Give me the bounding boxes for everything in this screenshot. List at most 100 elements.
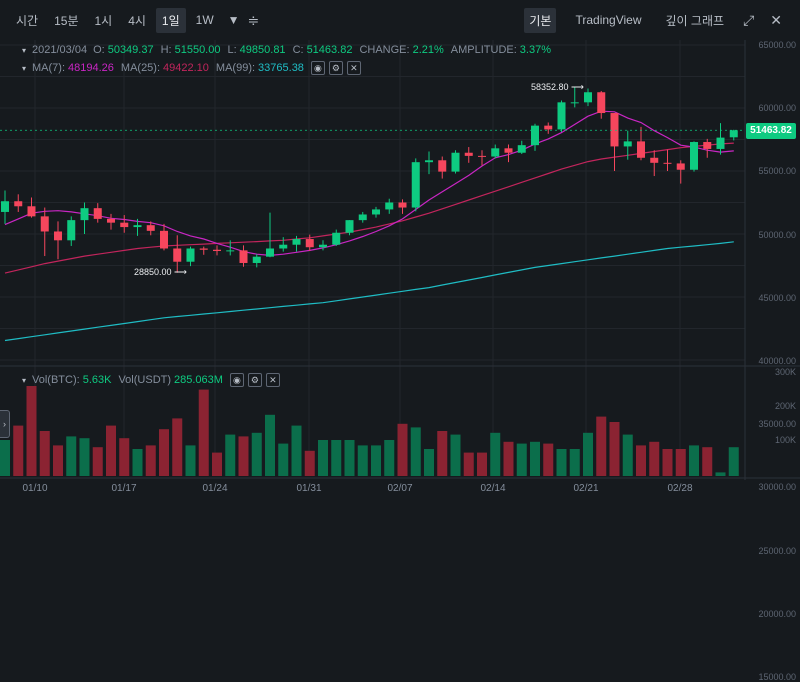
view-tab-1[interactable]: TradingView bbox=[575, 13, 642, 27]
volume-bar bbox=[516, 443, 527, 476]
candle-body bbox=[358, 214, 367, 221]
view-tab-0[interactable]: 기본 bbox=[524, 7, 557, 33]
view-tab-2[interactable]: 깊이 그래프 bbox=[665, 13, 725, 28]
ma25-value: 49422.10 bbox=[163, 62, 209, 74]
candle-body bbox=[690, 142, 698, 170]
high-annotation-value: 58352.80 bbox=[531, 82, 569, 92]
volume-bar bbox=[543, 443, 554, 476]
volume-bar bbox=[609, 422, 620, 476]
volume-bar bbox=[569, 449, 580, 476]
side-panel-toggle[interactable]: › bbox=[0, 410, 10, 438]
interval-2[interactable]: 1시 bbox=[94, 13, 113, 28]
candle-body bbox=[107, 218, 115, 223]
candle-body bbox=[676, 163, 685, 170]
date-tick: 01/17 bbox=[111, 483, 137, 494]
volume-bar bbox=[198, 389, 209, 476]
collapse-icon[interactable]: ▾ bbox=[22, 375, 27, 385]
volume-bar bbox=[622, 434, 633, 476]
candle-body bbox=[623, 141, 632, 147]
collapse-icon[interactable]: ▾ bbox=[22, 63, 27, 73]
candle-body bbox=[186, 248, 195, 262]
interval-group: 시간 15분 1시 4시 1일 1W bbox=[6, 7, 220, 33]
settings-icon[interactable]: ⚙ bbox=[328, 61, 343, 75]
low-annotation-value: 28850.00 bbox=[134, 267, 172, 277]
volume-bar bbox=[503, 441, 514, 476]
price-tick: 20000.00 bbox=[758, 608, 796, 619]
candle-body bbox=[146, 225, 155, 231]
candle-body bbox=[451, 152, 460, 172]
interval-4[interactable]: 1일 bbox=[155, 7, 186, 33]
close-label: C: bbox=[292, 44, 304, 56]
close-icon[interactable]: ✕ bbox=[346, 61, 361, 75]
price-tick: 60000.00 bbox=[758, 103, 796, 114]
volume-bar bbox=[185, 445, 196, 476]
volume-bar bbox=[583, 432, 593, 476]
change-value: 2.21% bbox=[412, 44, 444, 56]
ohlc-legend: ▾ 2021/03/04 O: 50349.37 H: 51550.00 L: 498… bbox=[22, 44, 558, 56]
interval-3[interactable]: 4시 bbox=[128, 13, 146, 28]
volume-bar bbox=[92, 447, 103, 476]
eye-icon[interactable]: ◉ bbox=[310, 61, 325, 75]
high-label: H: bbox=[160, 44, 172, 56]
candle-body bbox=[716, 137, 725, 149]
legend-date: 2021/03/04 bbox=[32, 44, 88, 56]
fullscreen-icon[interactable]: ⤢ bbox=[743, 11, 755, 28]
candle-body bbox=[305, 239, 314, 248]
volume-bar bbox=[26, 386, 37, 476]
ma99-label: MA(99): bbox=[215, 62, 256, 74]
volume-bar bbox=[556, 449, 567, 476]
collapse-icon[interactable]: ▾ bbox=[22, 45, 27, 55]
price-chart[interactable] bbox=[0, 0, 800, 504]
interval-1[interactable]: 15분 bbox=[54, 13, 79, 28]
volume-bar bbox=[636, 445, 646, 476]
candle-body bbox=[557, 102, 566, 130]
price-tick: 30000.00 bbox=[758, 482, 796, 493]
price-tick: 15000.00 bbox=[758, 672, 796, 682]
candle-body bbox=[319, 244, 327, 248]
indicator-settings-icon[interactable]: ≑ bbox=[247, 11, 260, 28]
volume-bar bbox=[39, 431, 50, 476]
change-label: CHANGE: bbox=[359, 44, 410, 56]
date-tick: 02/14 bbox=[480, 483, 506, 494]
candle-body bbox=[120, 222, 129, 228]
amplitude-label: AMPLITUDE: bbox=[450, 44, 517, 56]
volume-tick: 300K bbox=[774, 367, 796, 377]
candle-body bbox=[239, 250, 248, 263]
high-value: 51550.00 bbox=[174, 44, 221, 56]
volume-bar bbox=[463, 452, 474, 476]
date-tick: 02/28 bbox=[667, 483, 693, 494]
close-icon[interactable]: ✕ bbox=[770, 11, 782, 28]
candle-body bbox=[213, 249, 221, 252]
volume-bar bbox=[331, 440, 342, 476]
low-value: 49850.81 bbox=[239, 44, 286, 56]
candle-body bbox=[385, 202, 394, 210]
price-tick: 25000.00 bbox=[758, 545, 796, 556]
volume-tick: 100K bbox=[774, 435, 796, 445]
ma99-value: 33765.38 bbox=[258, 62, 304, 74]
settings-icon[interactable]: ⚙ bbox=[247, 373, 262, 387]
volume-bar bbox=[384, 440, 395, 476]
interval-5[interactable]: 1W bbox=[195, 13, 214, 27]
interval-0[interactable]: 시간 bbox=[16, 13, 39, 28]
volume-bar bbox=[662, 449, 673, 476]
high-annotation: 58352.80 ⟶ bbox=[531, 82, 584, 92]
candle-body bbox=[292, 239, 301, 245]
price-tick: 40000.00 bbox=[758, 356, 796, 366]
close-icon[interactable]: ✕ bbox=[265, 373, 280, 387]
candle-body bbox=[637, 141, 645, 158]
low-label: L: bbox=[227, 44, 237, 56]
candle-body bbox=[425, 160, 433, 163]
volume-bar bbox=[66, 436, 77, 476]
volume-bar bbox=[0, 440, 10, 476]
volume-bar bbox=[318, 440, 328, 476]
price-tick: 65000.00 bbox=[758, 40, 796, 50]
date-tick: 01/31 bbox=[296, 483, 322, 494]
candle-body bbox=[67, 220, 76, 241]
volume-bar bbox=[371, 445, 381, 476]
eye-icon[interactable]: ◉ bbox=[229, 373, 244, 387]
chevron-down-icon[interactable]: ▼ bbox=[227, 13, 240, 27]
volume-bar bbox=[702, 447, 713, 476]
volume-bar bbox=[145, 445, 156, 476]
candle-body bbox=[597, 92, 606, 114]
volume-bar bbox=[238, 436, 249, 476]
